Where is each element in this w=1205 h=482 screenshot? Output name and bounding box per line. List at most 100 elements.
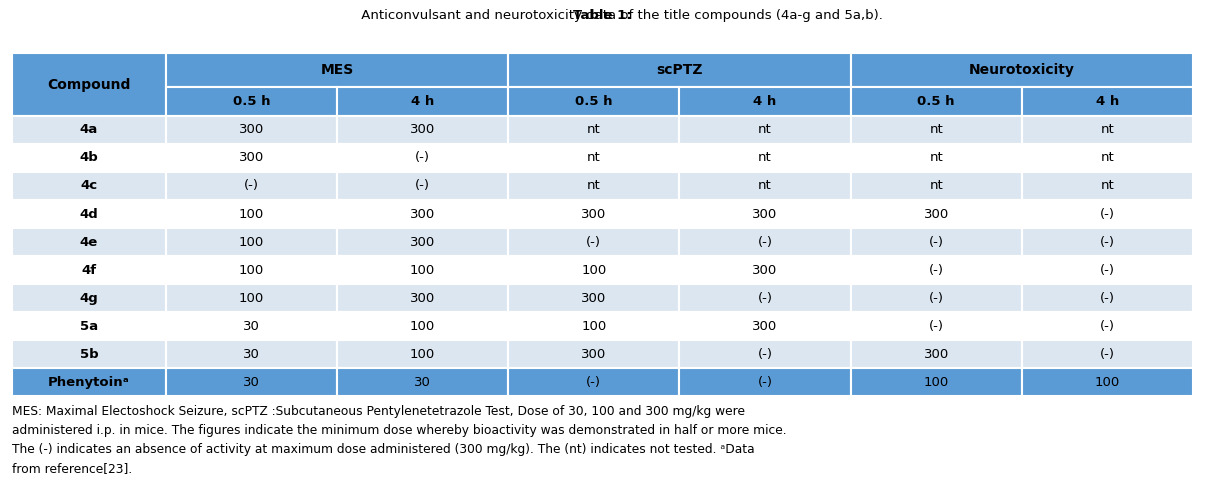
Bar [509, 228, 680, 256]
Text: 300: 300 [923, 348, 948, 361]
Text: 300: 300 [410, 292, 435, 305]
Bar [337, 200, 509, 228]
Bar [680, 172, 851, 200]
Bar [680, 256, 851, 284]
Bar [509, 172, 680, 200]
Text: (-): (-) [416, 151, 430, 164]
Bar [166, 368, 337, 396]
Bar [851, 368, 1022, 396]
Text: (-): (-) [587, 376, 601, 389]
Bar [680, 340, 851, 368]
Bar [337, 228, 509, 256]
Bar [166, 340, 337, 368]
Bar [1022, 284, 1193, 312]
Text: nt: nt [758, 179, 772, 192]
Text: 30: 30 [243, 348, 260, 361]
Bar [337, 256, 509, 284]
Bar [680, 368, 851, 396]
Bar [509, 144, 680, 172]
Text: MES: MES [321, 63, 353, 77]
Text: (-): (-) [1100, 348, 1115, 361]
Bar [509, 368, 680, 396]
Text: 100: 100 [410, 264, 435, 277]
Bar [12, 256, 166, 284]
Bar [851, 87, 1022, 116]
Bar [1022, 87, 1193, 116]
Text: 30: 30 [243, 376, 260, 389]
Bar [337, 172, 509, 200]
Bar [12, 228, 166, 256]
Bar [509, 87, 680, 116]
Text: (-): (-) [1100, 292, 1115, 305]
Text: nt: nt [758, 151, 772, 164]
Bar [851, 54, 1193, 87]
Bar [12, 340, 166, 368]
Bar [166, 116, 337, 144]
Text: 0.5 h: 0.5 h [917, 95, 954, 108]
Text: 100: 100 [581, 264, 606, 277]
Text: (-): (-) [587, 236, 601, 249]
Bar [509, 284, 680, 312]
Bar [680, 116, 851, 144]
Bar [851, 284, 1022, 312]
Text: (-): (-) [1100, 208, 1115, 221]
Text: (-): (-) [758, 376, 772, 389]
Bar [12, 312, 166, 340]
Text: (-): (-) [929, 320, 944, 333]
Bar [1022, 200, 1193, 228]
Bar [509, 256, 680, 284]
Text: 4g: 4g [80, 292, 99, 305]
Bar [166, 87, 337, 116]
Bar [1022, 368, 1193, 396]
Text: 5a: 5a [80, 320, 98, 333]
Text: 300: 300 [410, 236, 435, 249]
Text: 4b: 4b [80, 151, 99, 164]
Bar [851, 172, 1022, 200]
Bar [12, 116, 166, 144]
Text: (-): (-) [758, 348, 772, 361]
Text: 300: 300 [581, 348, 606, 361]
Text: 0.5 h: 0.5 h [575, 95, 612, 108]
Bar [509, 200, 680, 228]
Text: (-): (-) [929, 264, 944, 277]
Bar [337, 340, 509, 368]
Text: 300: 300 [752, 264, 777, 277]
Text: 30: 30 [243, 320, 260, 333]
Text: 100: 100 [239, 236, 264, 249]
Bar [1022, 312, 1193, 340]
Text: 4f: 4f [82, 264, 96, 277]
Bar [1022, 228, 1193, 256]
Bar [166, 228, 337, 256]
Bar [166, 312, 337, 340]
Bar [166, 172, 337, 200]
Text: 300: 300 [581, 208, 606, 221]
Text: Neurotoxicity: Neurotoxicity [969, 63, 1075, 77]
Bar [851, 340, 1022, 368]
Bar [851, 200, 1022, 228]
Text: 4c: 4c [81, 179, 98, 192]
Text: (-): (-) [416, 179, 430, 192]
Bar [166, 256, 337, 284]
Text: (-): (-) [1100, 264, 1115, 277]
Text: 300: 300 [239, 123, 264, 136]
Bar [337, 87, 509, 116]
Bar [851, 256, 1022, 284]
Bar [166, 200, 337, 228]
Text: 100: 100 [239, 292, 264, 305]
Text: (-): (-) [929, 236, 944, 249]
Text: Anticonvulsant and neurotoxicity data of the title compounds (4a-g and 5a,b).: Anticonvulsant and neurotoxicity data of… [323, 9, 882, 22]
Text: Table 1:: Table 1: [574, 9, 631, 22]
Bar [12, 284, 166, 312]
Text: nt: nt [758, 123, 772, 136]
Text: (-): (-) [243, 179, 259, 192]
Text: nt: nt [587, 151, 600, 164]
Bar [1022, 172, 1193, 200]
Bar [509, 312, 680, 340]
Text: 100: 100 [239, 264, 264, 277]
Bar [166, 144, 337, 172]
Text: 300: 300 [581, 292, 606, 305]
Bar [680, 228, 851, 256]
Text: nt: nt [587, 179, 600, 192]
Bar [337, 312, 509, 340]
Text: nt: nt [929, 179, 944, 192]
